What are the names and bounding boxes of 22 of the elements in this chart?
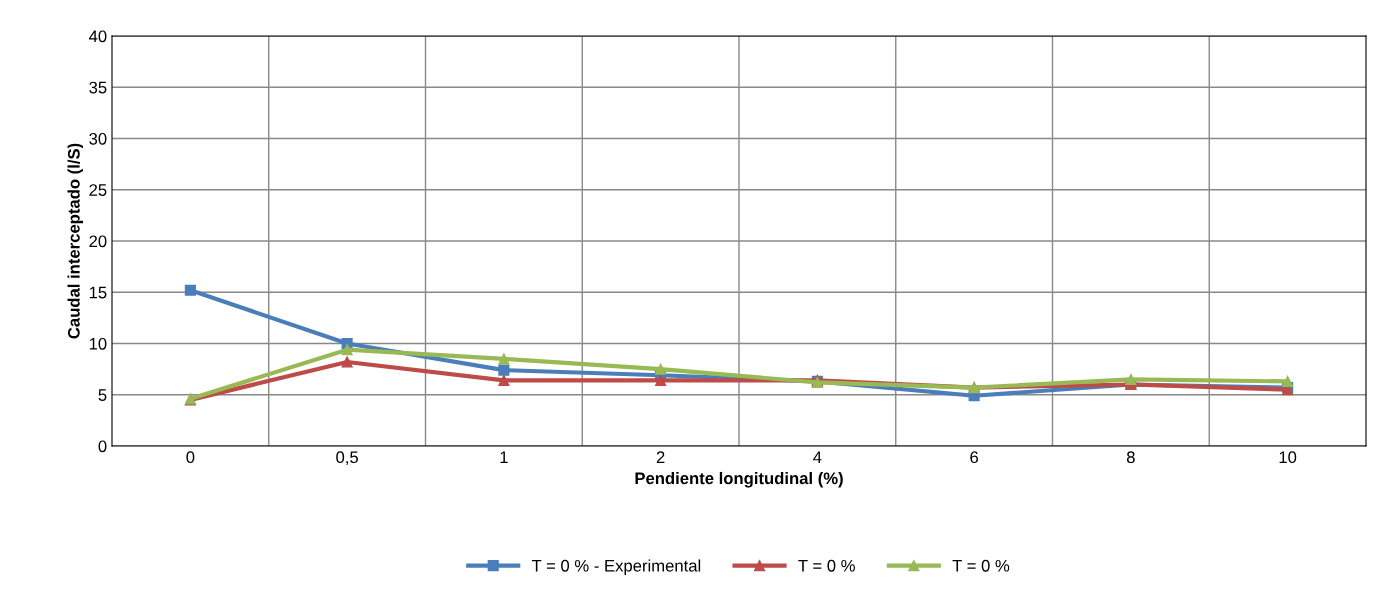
y-tick-label: 35 [89,81,107,94]
x-axis-title: Pendiente longitudinal (%) [635,471,843,488]
x-tick-label: 6 [970,451,979,464]
y-tick-label: 0 [98,440,107,453]
y-tick-label: 30 [89,132,107,145]
x-tick-label: 1 [500,451,508,463]
x-tick-label: 0,5 [336,451,359,466]
x-tick-label: 2 [656,451,665,463]
x-tick-label: 0 [186,451,195,464]
y-tick-label: 40 [88,30,107,43]
x-tick-label: 10 [1279,451,1297,464]
x-tick-label: 8 [1126,451,1135,464]
y-tick-label: 5 [98,389,107,401]
y-tick-label: 15 [89,286,107,299]
y-tick-label: 20 [89,235,107,248]
y-tick-label: 25 [89,184,107,196]
legend-label: T = 0 % - Experimental [531,559,701,575]
y-tick-label: 10 [89,337,107,350]
x-tick-label: 4 [813,451,822,463]
y-axis-title: Caudal interceptado (l/S) [67,143,84,339]
legend-label: T = 0 % [798,559,855,572]
legend-label: T = 0 % [952,559,1010,572]
